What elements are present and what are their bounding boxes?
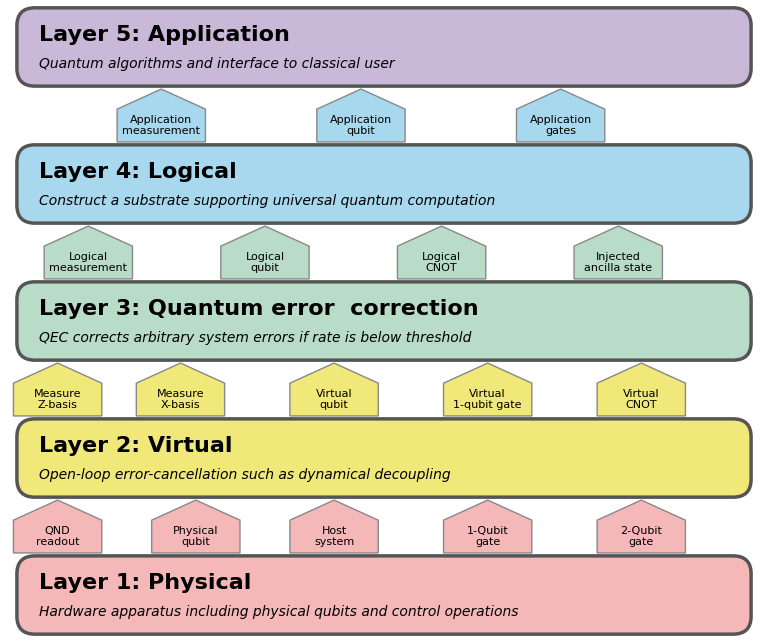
Text: Hardware apparatus including physical qubits and control operations: Hardware apparatus including physical qu… <box>39 605 518 620</box>
Text: Layer 3: Quantum error  correction: Layer 3: Quantum error correction <box>39 299 478 319</box>
Text: Virtual
1-qubit gate: Virtual 1-qubit gate <box>453 389 522 410</box>
Text: Application
gates: Application gates <box>529 115 592 136</box>
Polygon shape <box>574 226 662 279</box>
Text: Application
qubit: Application qubit <box>329 115 392 136</box>
FancyBboxPatch shape <box>17 145 751 223</box>
Text: 1-Qubit
gate: 1-Qubit gate <box>467 526 508 548</box>
Text: 2-Qubit
gate: 2-Qubit gate <box>621 526 662 548</box>
Polygon shape <box>221 226 309 279</box>
Text: Host
system: Host system <box>314 526 354 548</box>
Text: Layer 2: Virtual: Layer 2: Virtual <box>39 437 233 456</box>
Text: Construct a substrate supporting universal quantum computation: Construct a substrate supporting univers… <box>39 195 495 208</box>
Polygon shape <box>598 363 685 416</box>
Polygon shape <box>443 500 531 553</box>
Polygon shape <box>13 363 101 416</box>
Text: Logical
CNOT: Logical CNOT <box>422 252 461 273</box>
Text: Quantum algorithms and interface to classical user: Quantum algorithms and interface to clas… <box>39 57 395 71</box>
Polygon shape <box>290 500 378 553</box>
Text: Virtual
qubit: Virtual qubit <box>316 389 353 410</box>
Text: Logical
qubit: Logical qubit <box>246 252 284 273</box>
Polygon shape <box>290 363 378 416</box>
Polygon shape <box>516 89 604 142</box>
Text: Physical
qubit: Physical qubit <box>173 526 219 548</box>
FancyBboxPatch shape <box>17 8 751 86</box>
Text: Injected
ancilla state: Injected ancilla state <box>584 252 652 273</box>
Text: Layer 4: Logical: Layer 4: Logical <box>39 162 237 182</box>
Polygon shape <box>13 500 101 553</box>
Polygon shape <box>397 226 485 279</box>
Polygon shape <box>598 500 685 553</box>
FancyBboxPatch shape <box>17 282 751 360</box>
Text: Logical
measurement: Logical measurement <box>49 252 127 273</box>
Polygon shape <box>137 363 224 416</box>
Text: Measure
X-basis: Measure X-basis <box>157 389 204 410</box>
Text: Virtual
CNOT: Virtual CNOT <box>623 389 660 410</box>
Polygon shape <box>117 89 205 142</box>
Polygon shape <box>443 363 531 416</box>
Text: QND
readout: QND readout <box>36 526 79 548</box>
Text: Layer 5: Application: Layer 5: Application <box>39 25 290 45</box>
Text: Layer 1: Physical: Layer 1: Physical <box>39 573 251 593</box>
Text: Application
measurement: Application measurement <box>122 115 200 136</box>
Text: Open-loop error-cancellation such as dynamical decoupling: Open-loop error-cancellation such as dyn… <box>39 468 451 482</box>
FancyBboxPatch shape <box>17 419 751 497</box>
Polygon shape <box>152 500 240 553</box>
FancyBboxPatch shape <box>17 556 751 634</box>
Text: Measure
Z-basis: Measure Z-basis <box>34 389 81 410</box>
Polygon shape <box>45 226 133 279</box>
Text: QEC corrects arbitrary system errors if rate is below threshold: QEC corrects arbitrary system errors if … <box>39 331 472 345</box>
Polygon shape <box>316 89 406 142</box>
